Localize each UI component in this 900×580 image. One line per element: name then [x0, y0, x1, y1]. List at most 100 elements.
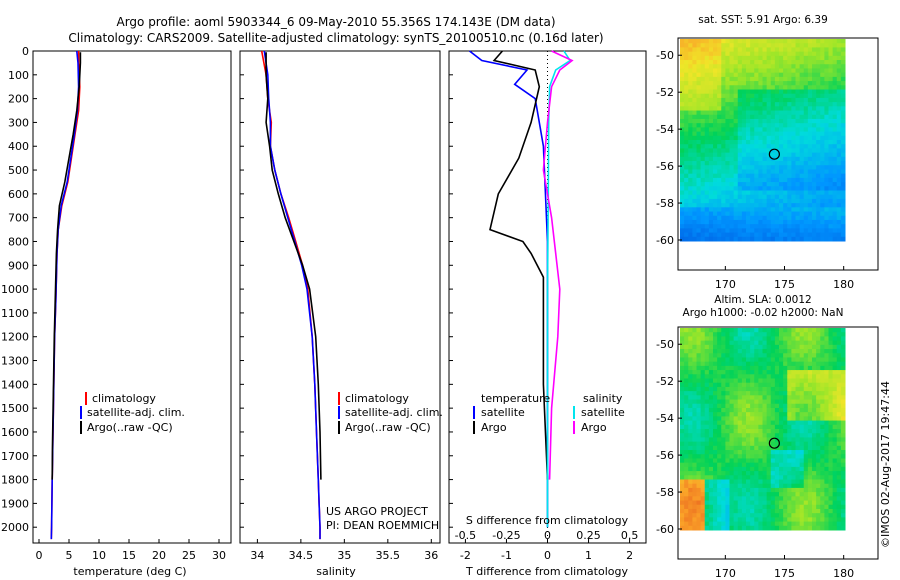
map-cell: [721, 224, 726, 229]
map-cell: [684, 232, 689, 238]
map-cell: [824, 332, 830, 337]
map-cell: [762, 445, 768, 451]
map-cell: [721, 93, 726, 99]
map-cell: [836, 190, 842, 196]
map-cell: [684, 441, 689, 447]
map-cell: [803, 353, 809, 358]
map-cell: [717, 127, 722, 133]
map-cell: [816, 357, 821, 363]
map-cell: [704, 118, 710, 124]
map-cell: [758, 349, 764, 354]
map-cell: [692, 97, 698, 103]
map-cell: [766, 169, 772, 175]
map-cell: [828, 365, 834, 371]
map-cell: [832, 51, 838, 57]
map-cell: [758, 525, 764, 531]
legend-label-t-satellite: satellite: [481, 406, 525, 419]
map-cell: [692, 437, 698, 443]
map-cell: [708, 424, 714, 430]
map-cell: [729, 219, 735, 225]
map-cell: [791, 403, 797, 409]
map-cell: [717, 395, 722, 401]
map-cell: [828, 466, 834, 472]
map-cell: [692, 391, 698, 396]
map-cell: [708, 378, 714, 384]
map-cell: [791, 161, 797, 166]
map-cell: [708, 114, 714, 120]
map-cell: [820, 328, 825, 333]
map-cell: [684, 424, 689, 430]
lat-tick-label: -54: [656, 123, 674, 136]
map-cell: [791, 445, 797, 451]
map-cell: [799, 370, 805, 375]
map-cell: [840, 450, 846, 455]
map-cell: [791, 182, 797, 187]
map-cell: [836, 102, 842, 107]
map-cell: [836, 349, 842, 354]
map-cell: [836, 462, 842, 468]
map-cell: [692, 374, 698, 379]
map-cell: [840, 144, 846, 149]
map-cell: [774, 219, 780, 225]
map-cell: [840, 43, 846, 48]
map-cell: [783, 177, 788, 183]
map-cell: [758, 361, 764, 367]
map-cell: [832, 60, 838, 65]
map-cell: [820, 483, 825, 489]
map-cell: [824, 462, 830, 468]
map-cell: [746, 161, 751, 166]
map-cell: [750, 165, 755, 170]
map-cell: [836, 525, 842, 531]
map-cell: [680, 328, 685, 333]
map-cell: [807, 198, 813, 204]
map-cell: [836, 500, 842, 506]
map-cell: [779, 429, 784, 434]
map-cell: [828, 114, 834, 120]
map-cell: [799, 353, 805, 358]
map-cell: [795, 140, 801, 145]
map-cell: [729, 51, 735, 57]
map-cell: [783, 232, 788, 238]
map-cell: [840, 148, 846, 154]
map-cell: [820, 441, 825, 447]
map-cell: [812, 114, 817, 120]
map-cell: [717, 169, 722, 175]
map-cell: [688, 211, 693, 217]
map-cell: [746, 378, 751, 384]
map-cell: [799, 173, 805, 179]
map-cell: [766, 382, 772, 388]
map-cell: [783, 43, 788, 48]
map-cell: [812, 93, 817, 99]
map-cell: [795, 228, 801, 234]
map-cell: [779, 110, 784, 116]
map-cell: [779, 328, 784, 333]
map-cell: [733, 525, 739, 531]
map-cell: [807, 508, 813, 514]
map-cell: [680, 466, 685, 472]
map-cell: [787, 466, 792, 472]
map-cell: [799, 228, 805, 234]
map-cell: [791, 169, 797, 175]
map-cell: [799, 450, 805, 455]
map-cell: [836, 156, 842, 162]
map-cell: [750, 471, 755, 476]
map-cell: [836, 508, 842, 514]
map-cell: [779, 228, 784, 234]
map-cell: [820, 374, 825, 379]
map-cell: [725, 437, 731, 443]
map-cell: [783, 140, 788, 145]
map-cell: [733, 198, 739, 204]
map-cell: [770, 64, 776, 69]
map-cell: [770, 496, 776, 502]
map-cell: [758, 72, 764, 78]
map-cell: [704, 344, 710, 350]
map-cell: [828, 458, 834, 464]
map-cell: [700, 203, 706, 208]
map-cell: [791, 508, 797, 514]
map-cell: [741, 114, 747, 120]
map-cell: [729, 374, 735, 379]
map-cell: [836, 454, 842, 459]
map-cell: [692, 492, 698, 497]
map-cell: [816, 93, 821, 99]
map-cell: [680, 525, 685, 531]
